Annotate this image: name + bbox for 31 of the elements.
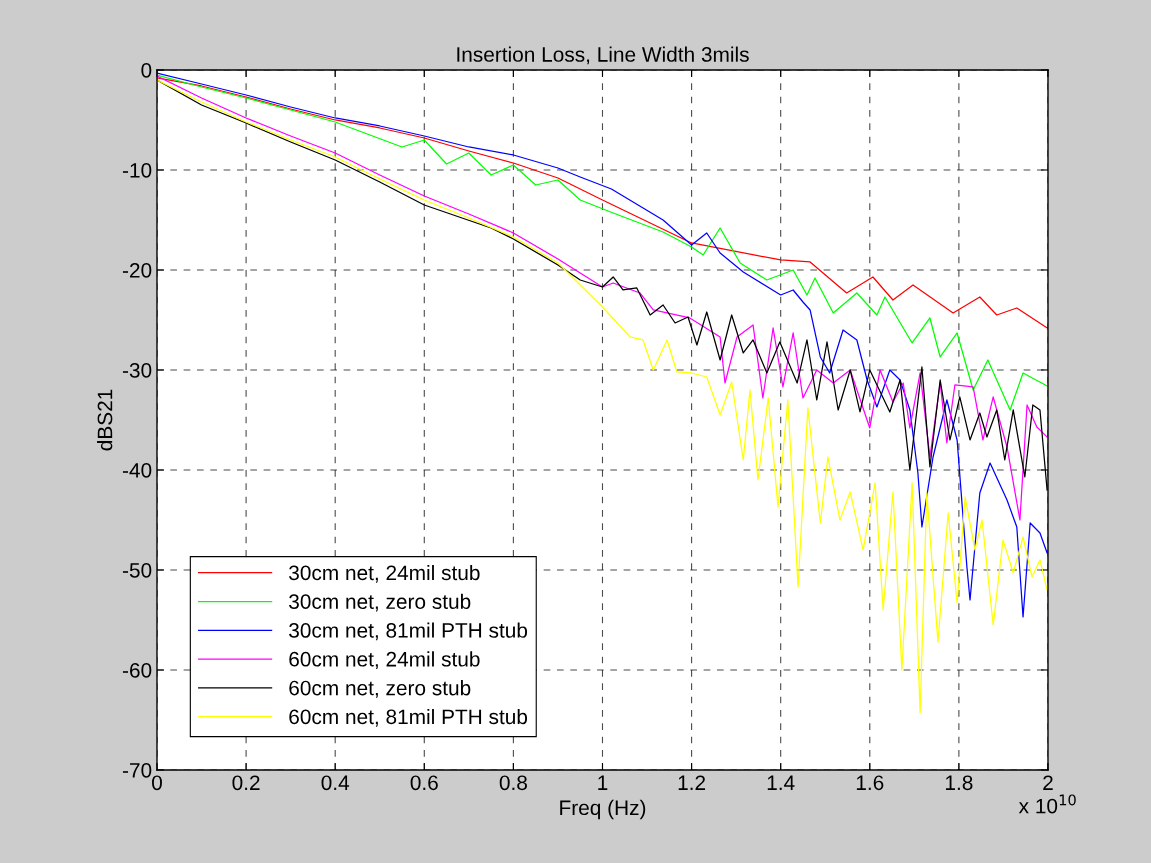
y-tick-label: -40 — [122, 462, 152, 478]
x-axis-title: Freq (Hz) — [560, 799, 646, 820]
legend-label: 30cm net, zero stub — [289, 593, 471, 612]
y-axis-title: dBS21 — [97, 389, 113, 451]
x-tick-label: 2 — [1043, 775, 1053, 790]
y-tick-label: 0 — [141, 62, 152, 78]
x-tick-label: 0.4 — [321, 775, 350, 791]
legend-label: 30cm net, 81mil PTH stub — [289, 622, 528, 641]
y-tick-label: -10 — [122, 162, 152, 178]
x-tick-label: 0 — [152, 775, 162, 791]
legend-label: 60cm net, zero stub — [289, 680, 471, 698]
legend-label: 60cm net, 81mil PTH stub — [289, 708, 528, 727]
text: x 10$^{10}$ — [1018, 794, 1076, 814]
legend-label: 60cm net, 24mil stub — [289, 651, 480, 670]
x-tick-label: 1.6 — [856, 775, 884, 791]
y-tick-label: -60 — [122, 662, 152, 678]
y-tick-label: -70 — [122, 762, 152, 778]
y-tick-label: -50 — [122, 562, 152, 578]
x-tick-label: 0.2 — [232, 775, 260, 791]
line-series — [157, 77, 1048, 329]
legend-label: 30cm net, 24mil stub — [289, 564, 480, 583]
y-tick-label: -20 — [122, 262, 152, 278]
x-tick-label: 1 — [598, 775, 608, 790]
x-tick-label: 1.4 — [767, 775, 795, 790]
x-tick-label: 1.8 — [946, 775, 973, 791]
y-tick-label: -30 — [122, 362, 152, 378]
x-tick-label: 0.8 — [499, 775, 527, 791]
line-series — [157, 74, 1048, 411]
chart-title: Insertion Loss, Line Width 3mils — [457, 46, 749, 65]
x-tick-label: 1.2 — [678, 775, 706, 790]
x-tick-label: 0.6 — [410, 775, 438, 791]
